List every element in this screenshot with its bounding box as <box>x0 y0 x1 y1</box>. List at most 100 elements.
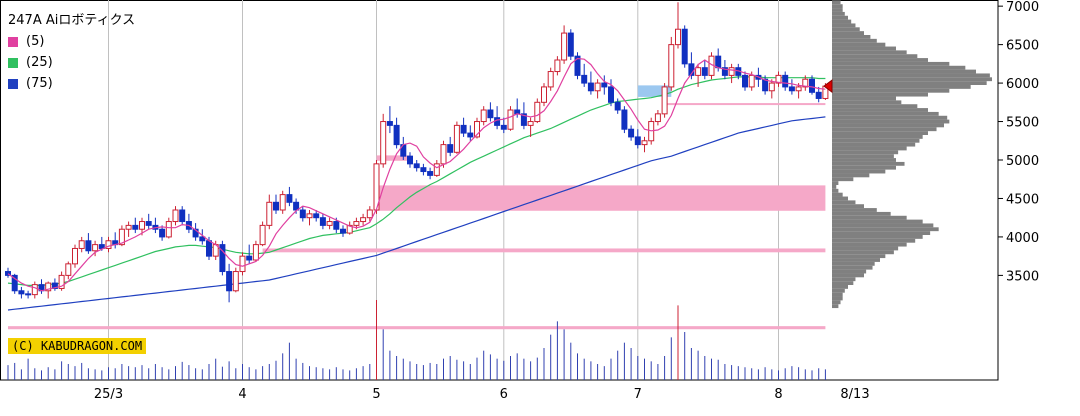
volume-profile-bar <box>832 169 886 174</box>
candle <box>25 290 32 299</box>
candle-body <box>795 86 802 92</box>
x-tick-label: 5 <box>372 387 380 402</box>
volume-profile-bar <box>832 188 839 193</box>
volume-profile-bar <box>832 27 860 32</box>
candle-body <box>494 117 501 126</box>
volume-profile-bar <box>832 135 923 139</box>
volume-profile-bar <box>832 65 966 70</box>
volume-profile-bar <box>832 161 905 166</box>
candle <box>11 273 18 294</box>
price-zone <box>262 248 826 253</box>
candle <box>125 221 132 237</box>
candle-body <box>809 78 815 93</box>
candle <box>179 206 186 226</box>
candle <box>427 167 434 180</box>
candle-body <box>594 82 601 92</box>
volume-profile-bar <box>832 181 839 185</box>
volume-profile-bar <box>832 250 894 255</box>
candle-body <box>313 213 320 219</box>
candle <box>641 136 648 153</box>
candle <box>31 281 38 299</box>
candle-body <box>232 271 239 292</box>
candle <box>18 286 25 299</box>
candle <box>45 281 52 299</box>
candle-body <box>78 240 85 249</box>
candle <box>500 117 507 134</box>
candle-body <box>574 55 581 76</box>
candle-body <box>527 121 534 126</box>
volume-profile-bar <box>832 265 873 270</box>
volume-profile-bar <box>832 204 864 209</box>
volume-profile-bar <box>832 235 923 239</box>
candle-body <box>353 221 360 226</box>
candle <box>132 217 139 234</box>
candle-body <box>587 82 594 92</box>
volume-profile-bar <box>832 108 928 112</box>
candle-body <box>139 221 145 230</box>
volume-profile-bar <box>832 42 886 47</box>
candle-body <box>453 124 460 153</box>
volume-profile-bar <box>832 231 931 235</box>
candle <box>78 236 85 253</box>
price-tick-label: 4000 <box>1006 231 1039 246</box>
candle-body <box>621 109 628 130</box>
volume-profile-bar <box>832 54 918 59</box>
candle <box>701 60 708 80</box>
volume-profile-bar <box>832 85 971 89</box>
candle <box>782 71 789 91</box>
candle <box>51 278 58 291</box>
candle <box>480 106 487 126</box>
candle <box>226 263 233 303</box>
volume-profile-bar <box>832 300 841 305</box>
candle-body <box>366 209 373 219</box>
candle-body <box>159 228 166 238</box>
volume-profile-bar <box>832 23 856 28</box>
date-label: 8/13 <box>840 387 869 402</box>
candle <box>373 160 380 214</box>
candle <box>299 206 306 222</box>
candle <box>145 213 152 230</box>
candle <box>266 194 273 230</box>
candle-body <box>721 67 728 76</box>
volume-profile-bar <box>832 131 928 135</box>
candle <box>259 221 266 247</box>
candle <box>239 252 246 276</box>
candle-body <box>541 86 547 103</box>
ma5-line <box>7 57 826 292</box>
volume-profile-bar <box>832 215 907 220</box>
candle <box>252 240 259 262</box>
volume-profile-bar <box>832 258 880 262</box>
candle <box>380 113 387 168</box>
volume-profile-bar <box>832 50 907 55</box>
price-tick-label: 7000 <box>1006 0 1039 15</box>
volume-profile-bar <box>832 158 896 162</box>
volume-profile-bar <box>832 254 886 259</box>
candle-body <box>608 86 614 103</box>
price-tick-label: 3500 <box>1006 269 1039 284</box>
candle-body <box>259 224 266 246</box>
candle-body <box>661 86 668 115</box>
price-tick-label: 5000 <box>1006 154 1039 169</box>
volume-profile-bar <box>832 123 944 128</box>
candle <box>547 67 554 91</box>
x-tick-label: 8 <box>774 387 782 402</box>
candle-body <box>386 121 393 126</box>
candle-body <box>11 274 18 292</box>
volume-profile-bar <box>832 100 902 105</box>
candle-body <box>668 44 675 88</box>
candle-body <box>92 244 99 252</box>
candle <box>219 240 226 276</box>
candle <box>159 225 166 241</box>
candle-body <box>65 263 72 276</box>
candle <box>809 75 815 95</box>
candle-body <box>226 271 233 292</box>
candle-body <box>246 255 253 261</box>
volume-profile-bar <box>832 104 918 109</box>
candle <box>413 160 420 172</box>
candle <box>340 225 346 237</box>
candle-body <box>675 28 681 46</box>
candle-body <box>333 221 340 230</box>
price-zone <box>376 155 410 161</box>
candle <box>246 244 253 264</box>
